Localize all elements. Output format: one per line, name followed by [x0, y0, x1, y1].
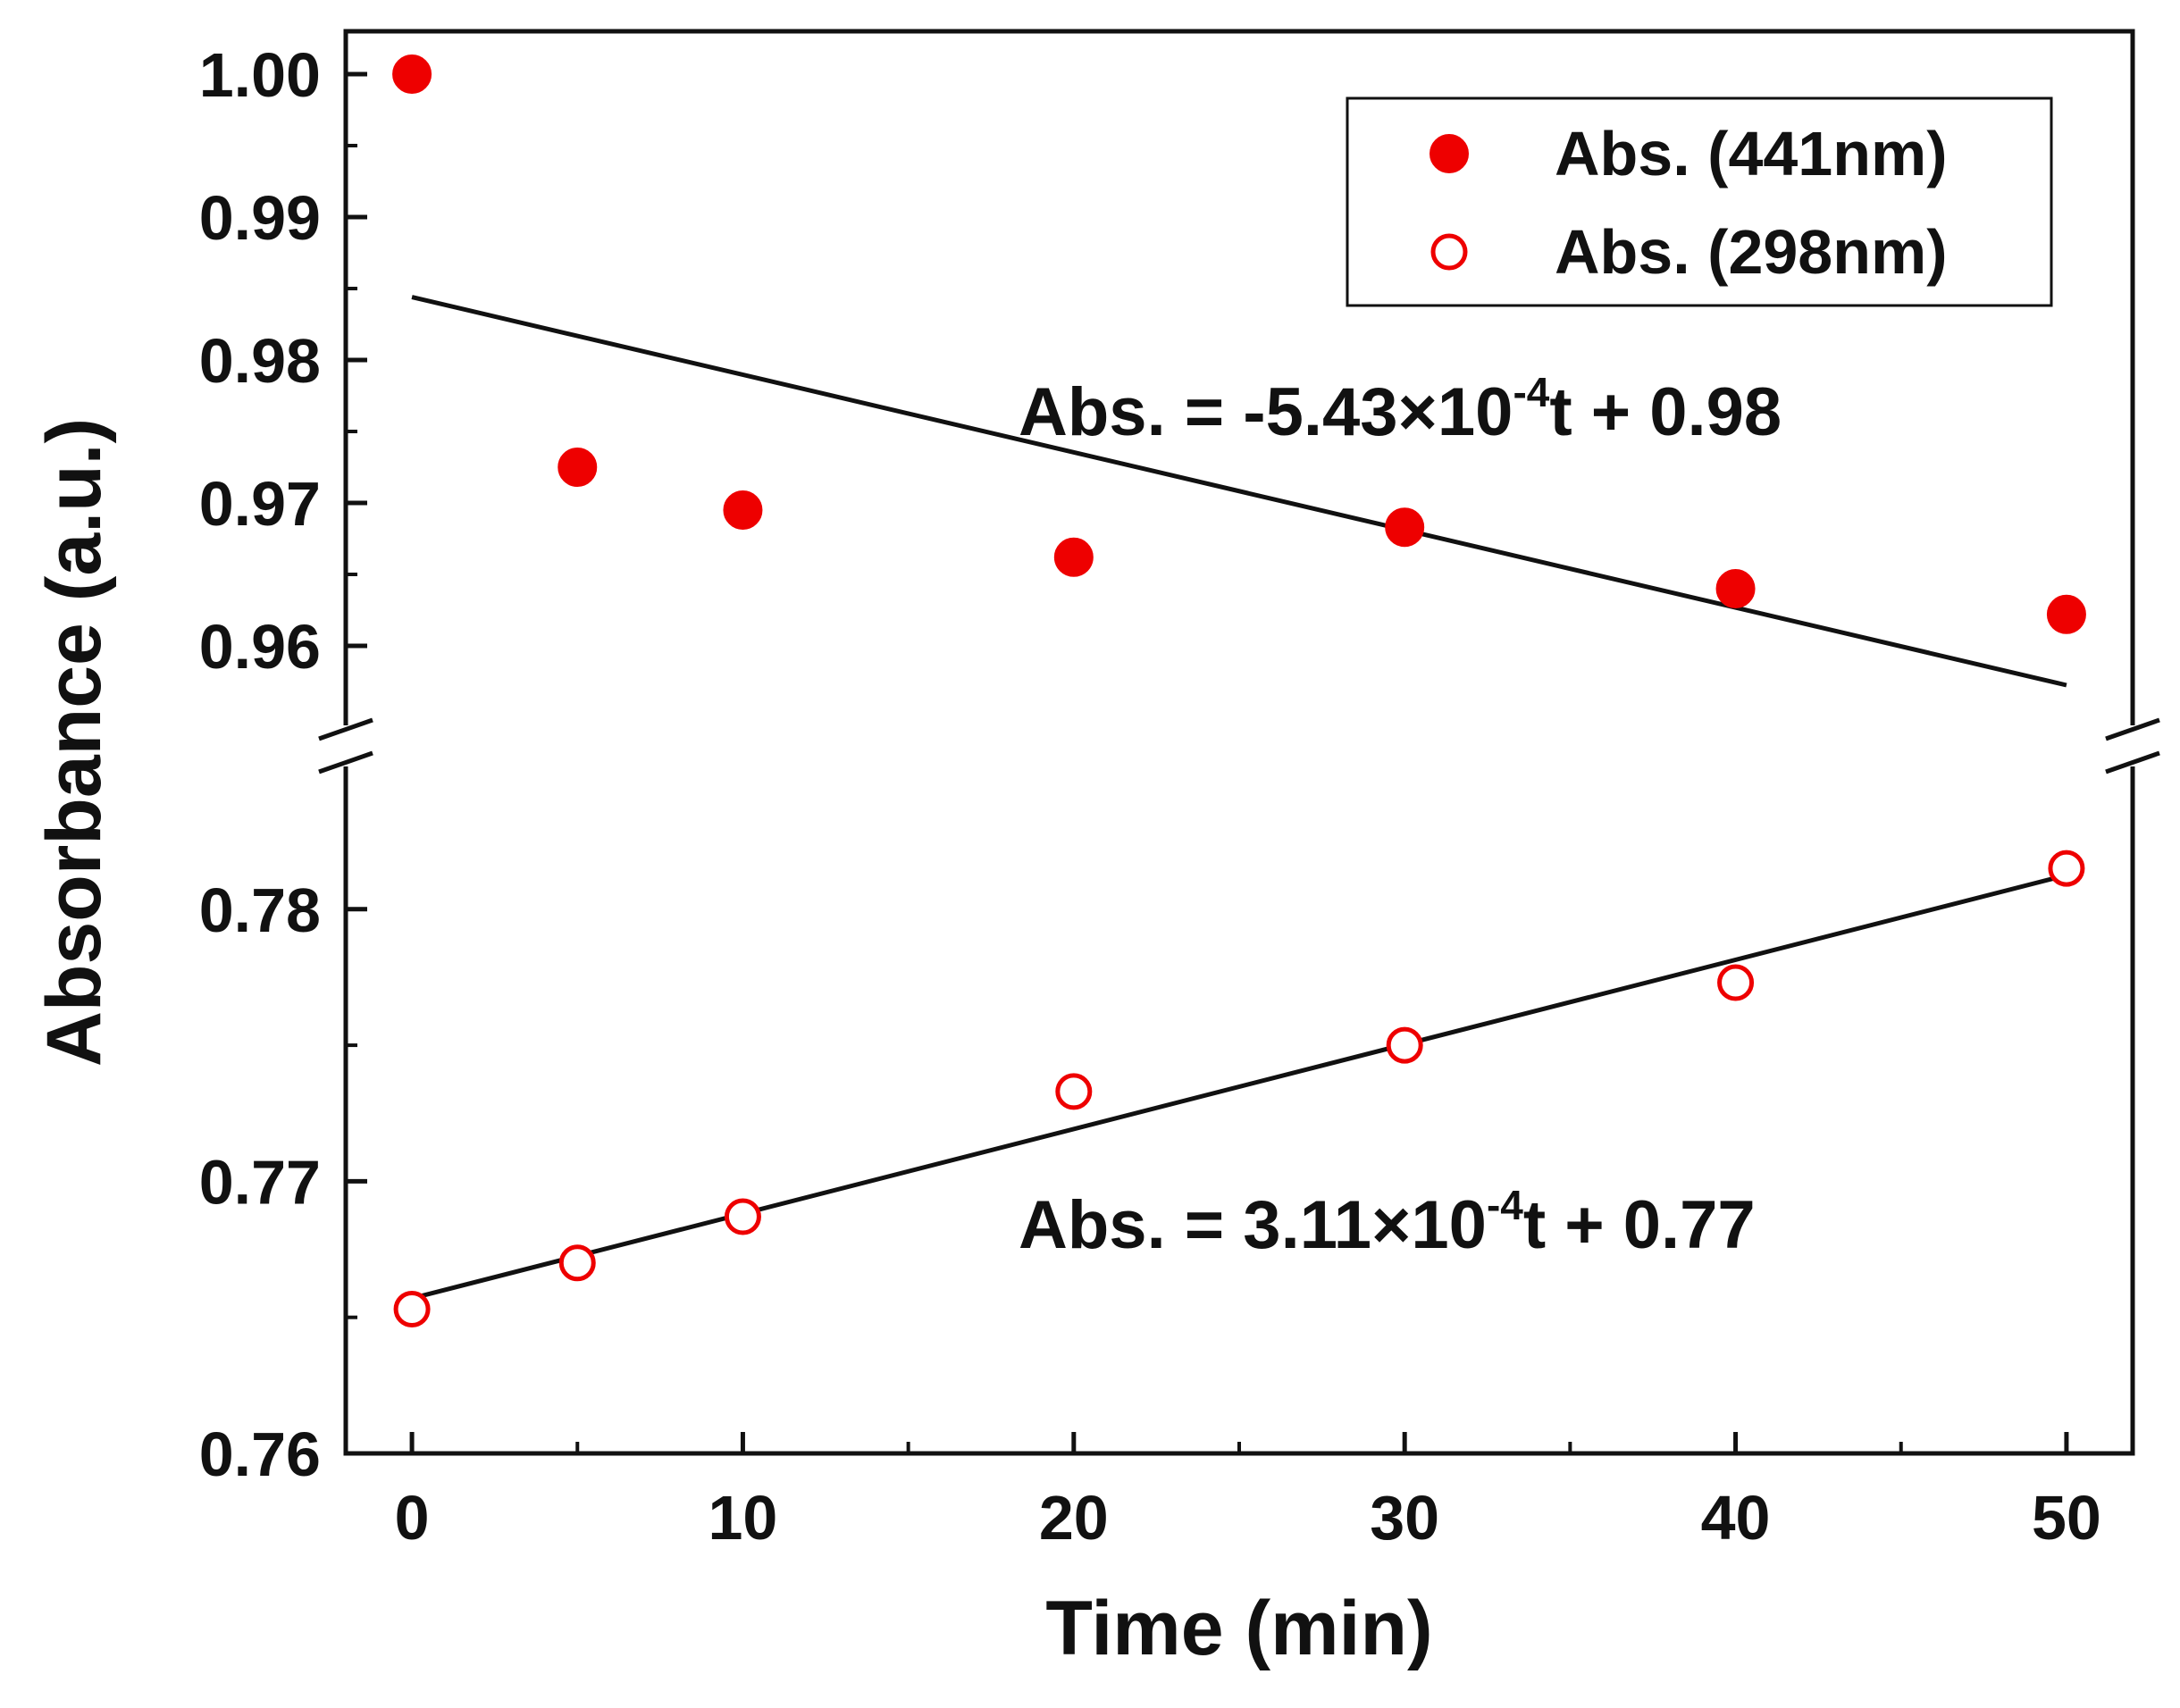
x-axis-title: Time (min)	[1045, 1586, 1432, 1671]
upper-y-tick-label-1.00: 1.00	[199, 40, 321, 110]
ticks-layer: 0 10 20 30 40 50 0.96 0.97 0.98 0.99 1.00 0.76 0.77 0…	[199, 40, 2101, 1553]
legend-label-441nm: Abs. (441nm)	[1555, 119, 1948, 188]
upper-y-tick-label-0.99: 0.99	[199, 183, 321, 253]
x-tick-label-50: 50	[2032, 1483, 2101, 1553]
fit-equation-lower-exponent: -4	[1487, 1182, 1523, 1228]
fit-lines	[411, 295, 2067, 1301]
fit-equation-lower-tail: t + 0.77	[1523, 1187, 1756, 1263]
axis-break-mark-left-bottom	[318, 750, 373, 774]
data-points	[392, 54, 2086, 1328]
point-441nm-t50	[2046, 594, 2086, 634]
point-298nm-t20	[1055, 1073, 1093, 1110]
fit-line-upper	[411, 295, 2067, 688]
x-tick-label-0: 0	[395, 1483, 430, 1553]
point-441nm-t20	[1053, 537, 1094, 577]
axis-break-mark-right-bottom	[2105, 750, 2160, 774]
legend-marker-open	[1430, 233, 1468, 271]
x-tick-label-20: 20	[1039, 1483, 1109, 1553]
y-axis-title: Absorbance (a.u.)	[31, 418, 117, 1067]
fit-equation-upper-tail: t + 0.98	[1549, 374, 1782, 450]
lower-y-tick-label-0.77: 0.77	[199, 1147, 321, 1217]
upper-y-tick-label-0.98: 0.98	[199, 326, 321, 396]
point-298nm-t5	[558, 1244, 596, 1282]
axis-break-mark-right-top	[2105, 717, 2160, 741]
point-298nm-t30	[1386, 1026, 1423, 1064]
upper-y-tick-label-0.96: 0.96	[199, 612, 321, 682]
axis-break-mark-left-top	[318, 717, 373, 741]
x-tick-label-10: 10	[708, 1483, 778, 1553]
point-441nm-t5	[558, 448, 598, 487]
x-tick-label-30: 30	[1370, 1483, 1439, 1553]
x-tick-label-40: 40	[1701, 1483, 1771, 1553]
lower-y-tick-label-0.78: 0.78	[199, 875, 321, 945]
fit-equation-lower-main: Abs. = 3.11×10	[1019, 1187, 1487, 1263]
fit-line-lower	[411, 873, 2067, 1301]
point-298nm-t50	[2048, 850, 2085, 887]
point-441nm-t0	[392, 54, 432, 94]
point-298nm-t10	[724, 1198, 761, 1235]
upper-y-tick-label-0.97: 0.97	[199, 469, 321, 539]
legend-box	[1346, 96, 2053, 307]
fit-equation-upper-exponent: -4	[1513, 369, 1549, 415]
legend-label-298nm: Abs. (298nm)	[1555, 217, 1948, 287]
fit-equation-upper: Abs. = -5.43×10-4t + 0.98	[1019, 369, 1782, 450]
fit-equation-upper-main: Abs. = -5.43×10	[1019, 374, 1513, 450]
point-441nm-t10	[723, 490, 763, 530]
point-441nm-t30	[1385, 507, 1425, 548]
point-298nm-t40	[1717, 964, 1755, 1001]
fit-equation-lower: Abs. = 3.11×10-4t + 0.77	[1019, 1182, 1756, 1263]
point-441nm-t40	[1715, 569, 1756, 608]
lower-y-tick-label-0.76: 0.76	[199, 1419, 321, 1489]
legend: Abs. (441nm) Abs. (298nm)	[1346, 96, 2053, 307]
point-298nm-t0	[393, 1291, 431, 1328]
legend-marker-filled	[1430, 134, 1469, 173]
